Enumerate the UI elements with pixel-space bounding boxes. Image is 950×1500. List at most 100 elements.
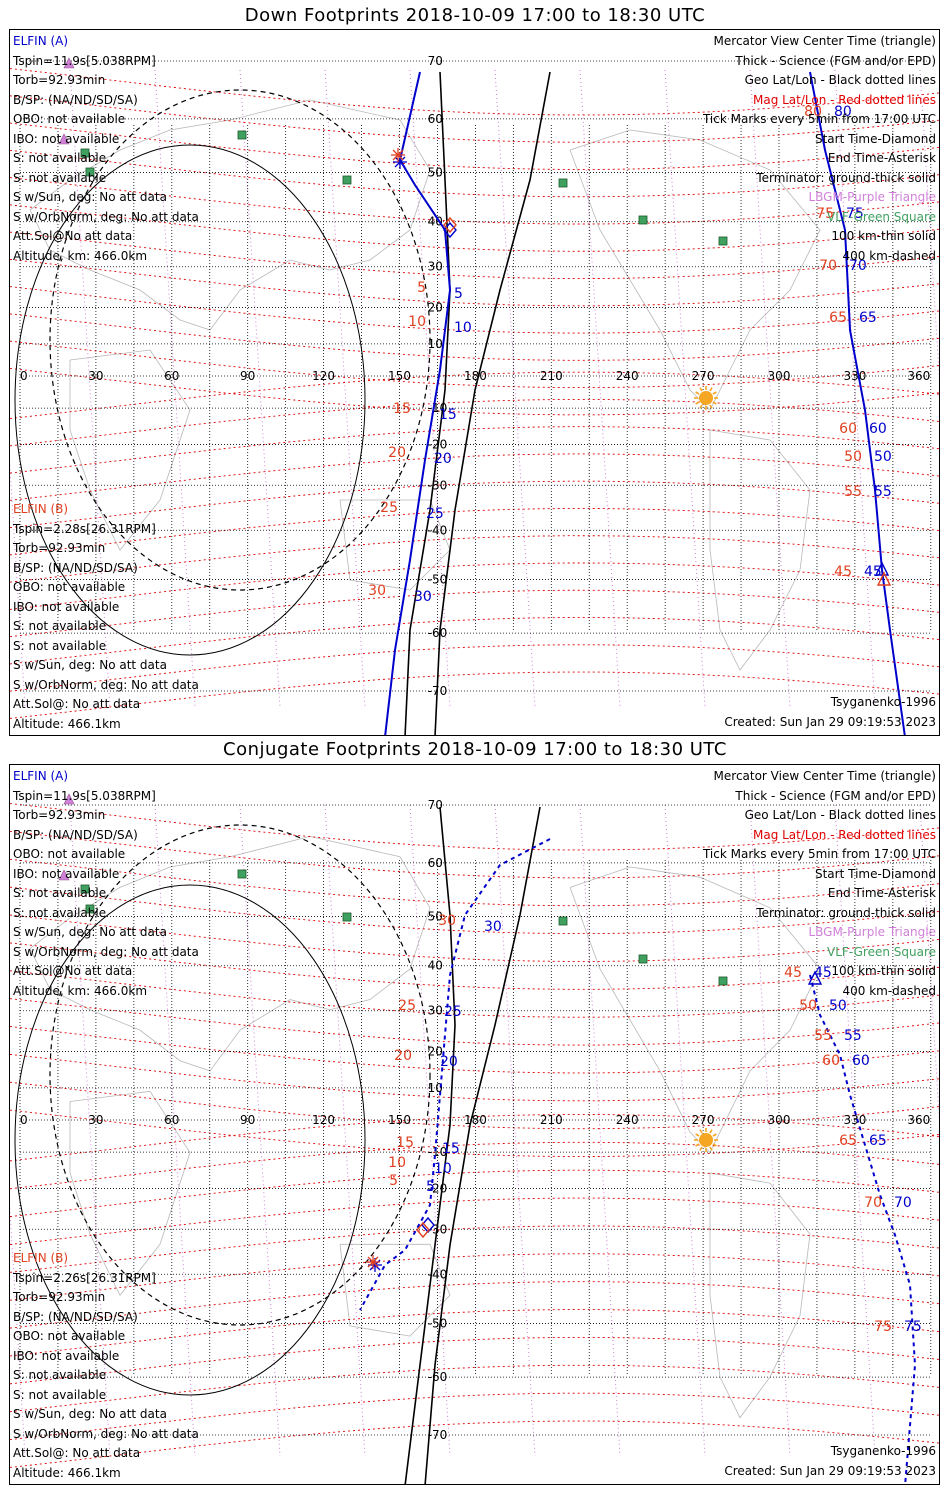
land-outline (29, 835, 431, 1072)
sat-a-line: Torb=92.93min (13, 808, 106, 822)
mag-latitude-line (10, 1225, 939, 1273)
sat-b-line: Att.Sol@: No att data (13, 1446, 141, 1460)
map-canvas: 0 30 60 90 120 150 180 210 240 270 300 330 360 70 60 50… (10, 793, 939, 1484)
legend-entry: Thick - Science (FGM and/or EPD) (735, 53, 936, 68)
mag-latitude-line (10, 1114, 939, 1162)
terminator-100km (14, 884, 366, 1396)
sun-ray (712, 401, 717, 405)
sun-ray (699, 1129, 703, 1134)
sat-a-line: IBO: not available (13, 866, 120, 881)
sat-b-line: S w/Sun, deg: No att data (13, 658, 167, 672)
lon-tick-label: 360 (907, 369, 930, 383)
track-b-mag-label: 65 (839, 1133, 857, 1149)
terminator-400km (49, 824, 431, 1326)
vlf-station-square (718, 236, 728, 246)
track-b-time-label: 45 (814, 965, 832, 981)
legend-entry: Tick Marks every 5min from 17:00 UTC (702, 847, 936, 861)
terminator-ground (434, 71, 551, 735)
track-b-time-label: 50 (829, 998, 847, 1014)
sat-a-line: S w/OrbNorm, deg: No att data (13, 209, 199, 224)
track-elfin-b (809, 71, 906, 735)
track-b-mag-label: 60 (822, 1053, 840, 1069)
lon-tick-label: 0 (20, 1113, 28, 1127)
sat-a-line: Att.Sol@No att data (13, 964, 133, 978)
track-b-time-label: 60 (852, 1053, 870, 1069)
mag-meridian (239, 804, 281, 1457)
sat-b-line: OBO: not available (13, 580, 126, 594)
mag-latitude-line (10, 286, 939, 334)
asterisk-stroke (394, 156, 406, 168)
legend-entry: End Time-Asterisk (827, 151, 936, 165)
lbgm-triangle (58, 133, 70, 145)
map-panel-conjugate: 0 30 60 90 120 150 180 210 240 270 300 330 360 70 60 50… (9, 764, 940, 1485)
lon-tick-label: 210 (540, 1113, 563, 1127)
mag-latitude-line (10, 313, 939, 361)
track-a-time-label: 5 (454, 286, 463, 302)
legend-entry: 100 km-thin solid (831, 229, 936, 243)
lon-tick-label: 0 (20, 369, 28, 383)
created-label: Created: Sun Jan 29 09:19:53 2023 (724, 715, 936, 729)
lat-tick-label: 30 (428, 1004, 443, 1018)
mag-latitude-line (10, 1253, 939, 1301)
mag-latitude-line (10, 371, 939, 420)
track-b-time-label: 65 (859, 310, 877, 326)
track-a-mag-label: 20 (388, 445, 406, 461)
sun-ray (709, 387, 713, 392)
mag-latitude-line (10, 644, 939, 692)
mag-latitude-line (10, 970, 939, 1018)
lat-tick-label: -60 (428, 1370, 448, 1384)
mag-latitude-line (10, 942, 939, 990)
sat-a-line: S w/Sun, deg: No att data (13, 925, 167, 939)
mag-latitude-line (10, 204, 939, 252)
sat-b-line: S w/OrbNorm, deg: No att data (13, 677, 199, 692)
track-a-mag-label: 25 (398, 998, 416, 1014)
legend-entry: Mercator View Center Time (triangle) (713, 34, 936, 48)
sat-b-line: Tspin=2.28s[26.31RPM] (13, 521, 156, 536)
start-diamond (443, 216, 457, 234)
legend-entry: Mercator View Center Time (triangle) (713, 769, 936, 783)
sat-a-info: ELFIN (A) Tspin=11.9s[5.038RPM] Torb=92.93… (13, 767, 199, 1001)
mag-meridian (664, 69, 706, 708)
sat-b-line: S: not available (13, 1368, 107, 1382)
land-outline (339, 499, 451, 591)
mag-latitude-line (10, 1141, 939, 1190)
mag-meridian (919, 804, 939, 1123)
model-label: Tsyganenko-1996 (830, 695, 936, 709)
sat-b-line: Altitude: 466.1km (13, 1465, 121, 1480)
sun-ray (695, 401, 700, 405)
track-a-mag-label: 5 (417, 280, 426, 296)
sun-ray (695, 1143, 700, 1147)
vlf-station-square (237, 869, 247, 879)
mag-latitude-line (10, 858, 939, 907)
track-b-time-label: 55 (844, 1028, 862, 1044)
vlf-station-square (342, 175, 352, 185)
model-label: Tsyganenko-1996 (830, 1444, 936, 1458)
mag-latitude-line (10, 589, 939, 638)
mag-latitude-line (10, 1309, 939, 1357)
center-time-triangle (807, 970, 823, 985)
track-b-mag-label: 60 (839, 421, 857, 437)
lon-tick-label: 330 (843, 1113, 866, 1127)
sat-a-line: S w/Sun, deg: No att data (13, 190, 167, 204)
mag-latitude-line (10, 1197, 939, 1245)
mag-latitude-line (10, 508, 939, 556)
sat-b-line: S: not available (13, 638, 107, 653)
track-b-time-label: 75 (904, 1319, 922, 1335)
mag-latitude-line (10, 1281, 939, 1329)
track-b-time-label: 70 (849, 258, 867, 274)
lon-tick-label: 150 (388, 369, 411, 383)
lon-tick-label: 90 (240, 369, 255, 383)
end-asterisk (366, 1255, 380, 1269)
lon-tick-label: 150 (388, 1113, 411, 1127)
mag-latitude-line (10, 617, 939, 665)
mag-latitude-line (10, 258, 939, 307)
legend-entry: VLF-Green Square (827, 944, 936, 959)
sat-b-name: ELFIN (B) (13, 502, 69, 516)
track-a-mag-label: 15 (396, 1135, 414, 1151)
land-outline (69, 1090, 191, 1297)
track-b-mag-label: 50 (844, 449, 862, 465)
terminator-400km (49, 89, 431, 591)
terminator-ground (404, 806, 456, 1484)
sun-ray (709, 1129, 713, 1134)
center-time-triangle (874, 561, 890, 576)
